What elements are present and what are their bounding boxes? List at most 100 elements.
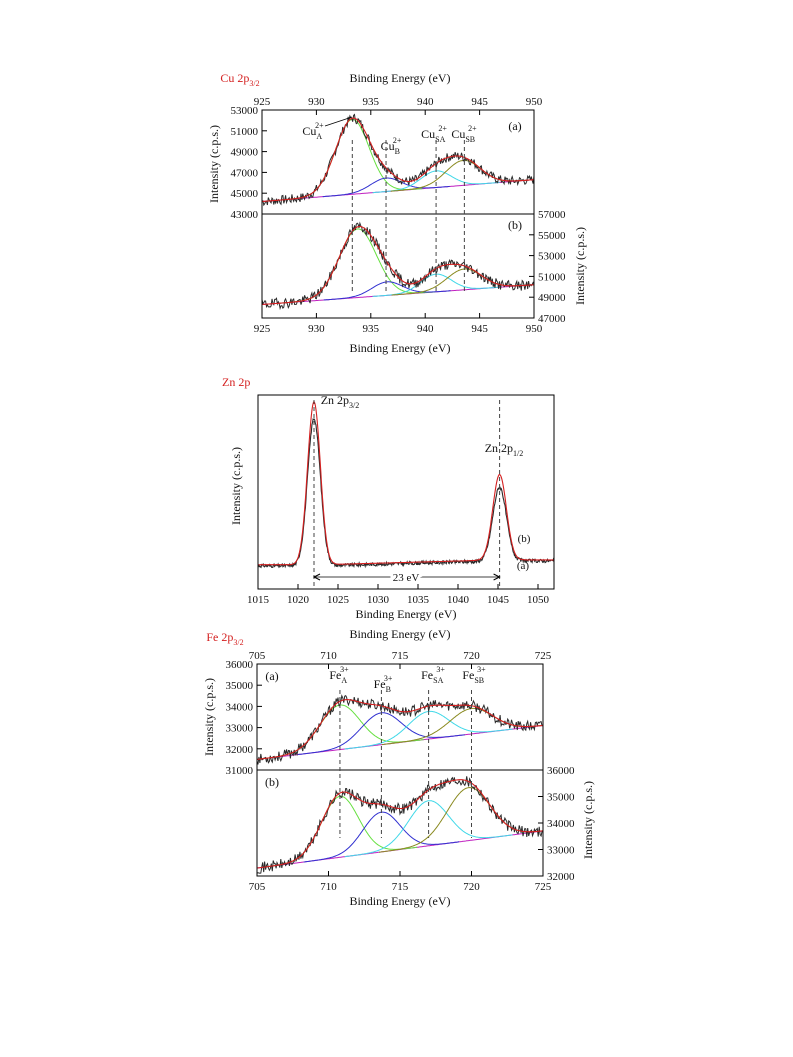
cu-a-ytick-label: 53000 bbox=[231, 105, 259, 117]
cu-label-SA: CuSA 2+ bbox=[421, 124, 447, 144]
fe-a-ytick-label: 32000 bbox=[226, 744, 254, 756]
cu-panel-title-base: Cu 2p bbox=[220, 71, 249, 85]
cu-label-B-sub: B bbox=[395, 147, 400, 156]
fe-top-xtick-label: 720 bbox=[463, 650, 480, 662]
fe-panel-title-sub: 3/2 bbox=[233, 638, 243, 647]
fe-label-SB-sup: 3+ bbox=[477, 665, 486, 674]
fe-top-xtick-label: 715 bbox=[392, 650, 409, 662]
fe-b-ytick-label: 34000 bbox=[547, 818, 575, 830]
fe-a-ytick-label: 36000 bbox=[226, 659, 254, 671]
cu-top-xtick-label: 950 bbox=[526, 96, 543, 108]
fe-bottom-xtick-label: 705 bbox=[249, 881, 266, 893]
cu-a-peak-CuB2+ bbox=[322, 177, 450, 198]
cu-label-SB-sub: SB bbox=[465, 135, 475, 144]
zn-xtick-label: 1035 bbox=[407, 594, 430, 606]
cu-top-xtick-label: 940 bbox=[417, 96, 434, 108]
fe-b-ytick-label: 33000 bbox=[547, 845, 575, 857]
fe-b-ytick-label: 32000 bbox=[547, 871, 575, 883]
fe-ylabel-right: Intensity (c.p.s.) bbox=[581, 781, 595, 859]
cu-ylabel-right: Intensity (c.p.s.) bbox=[573, 227, 587, 305]
fe-a-fit-envelope bbox=[256, 699, 544, 760]
cu-2p-panel: Cu 2p3/2 Binding Energy (eV) Binding Energ… bbox=[207, 71, 587, 355]
zn-series-b bbox=[258, 401, 554, 566]
cu-bottom-xtick-label: 950 bbox=[526, 323, 543, 335]
cu-bottom-xtick-label: 930 bbox=[308, 323, 325, 335]
cu-label-B-sup: 2+ bbox=[393, 136, 402, 145]
fe-label-SA: FeSA 3+ bbox=[421, 665, 445, 685]
zn-2p-panel: Zn 2p Binding Energy (eV) Intensity (c.p.s… bbox=[222, 375, 555, 621]
cu-label-A: CuA 2+ bbox=[302, 121, 324, 141]
fe-label-A-sub: A bbox=[341, 676, 347, 685]
fe-top-xlabel: Binding Energy (eV) bbox=[349, 627, 450, 641]
cu-b-ytick-label: 47000 bbox=[538, 313, 566, 325]
cu-a-ytick-label: 51000 bbox=[231, 126, 259, 138]
fe-label-SB: FeSB 3+ bbox=[462, 665, 486, 685]
cu-b-raw-data bbox=[261, 221, 535, 311]
cu-label-SA-sup: 2+ bbox=[438, 124, 447, 133]
cu-label-SB-base: Cu bbox=[451, 127, 465, 141]
zn-xtick-label: 1020 bbox=[287, 594, 310, 606]
cu-b-peak-CuA2+ bbox=[280, 228, 436, 304]
zn-splitting-label: 23 eV bbox=[393, 572, 420, 584]
fe-label-B: FeB 3+ bbox=[374, 674, 393, 694]
cu-b-tag: (b) bbox=[508, 218, 522, 232]
cu-b-ytick-label: 49000 bbox=[538, 292, 566, 304]
cu-bottom-xlabel: Binding Energy (eV) bbox=[349, 341, 450, 355]
zn-tag-b: (b) bbox=[518, 533, 531, 545]
fe-a-raw-data bbox=[256, 694, 544, 765]
fe-b-ytick-label: 36000 bbox=[547, 765, 575, 777]
zn-arrow-head-right bbox=[493, 573, 501, 581]
cu-bottom-xtick-label: 940 bbox=[417, 323, 434, 335]
fe-bottom-xtick-label: 710 bbox=[320, 881, 337, 893]
zn-label-2p12: Zn 2p1/2 bbox=[485, 441, 524, 458]
fe-a-ytick-label: 33000 bbox=[226, 723, 254, 735]
cu-a-ytick-label: 47000 bbox=[231, 167, 259, 179]
fe-a-ytick-label: 35000 bbox=[226, 680, 254, 692]
fe-2p-panel: Fe 2p3/2 Binding Energy (eV) Binding Energ… bbox=[202, 627, 595, 908]
cu-a-fit-envelope bbox=[261, 117, 534, 203]
zn-label-2p12-sub: 1/2 bbox=[513, 449, 523, 458]
zn-panel-title: Zn 2p bbox=[222, 375, 250, 389]
fe-label-A-base: Fe bbox=[329, 668, 341, 682]
cu-b-ytick-label: 57000 bbox=[538, 209, 566, 221]
fe-a-peak-FeSA3+ bbox=[344, 710, 513, 750]
fe-label-B-base: Fe bbox=[374, 677, 386, 691]
cu-ylabel-left: Intensity (c.p.s.) bbox=[207, 125, 221, 203]
cu-label-B: CuB 2+ bbox=[381, 136, 402, 156]
cu-bottom-xtick-label: 935 bbox=[363, 323, 380, 335]
fe-top-xtick-label: 725 bbox=[535, 650, 552, 662]
fe-ylabel-left: Intensity (c.p.s.) bbox=[202, 678, 216, 756]
fe-label-SB-base: Fe bbox=[462, 668, 474, 682]
zn-xtick-label: 1040 bbox=[447, 594, 470, 606]
cu-label-SB-sup: 2+ bbox=[468, 124, 477, 133]
fe-label-A-sup: 3+ bbox=[340, 665, 349, 674]
zn-xtick-label: 1015 bbox=[247, 594, 270, 606]
cu-panel-title: Cu 2p3/2 bbox=[220, 71, 259, 88]
cu-top-xtick-label: 930 bbox=[308, 96, 325, 108]
cu-b-ytick-label: 51000 bbox=[538, 271, 566, 283]
cu-a-ytick-label: 43000 bbox=[231, 209, 259, 221]
fe-a-tag: (a) bbox=[265, 669, 278, 683]
fe-panel-title-base: Fe 2p bbox=[206, 630, 233, 644]
cu-label-A-sub: A bbox=[316, 132, 322, 141]
cu-top-xlabel: Binding Energy (eV) bbox=[349, 71, 450, 85]
zn-xtick-label: 1025 bbox=[327, 594, 350, 606]
fe-b-peak-FeSA3+ bbox=[344, 800, 513, 858]
cu-a-raw-data bbox=[261, 113, 535, 207]
cu-label-A-arrow bbox=[324, 116, 353, 127]
fe-a-ytick-label: 34000 bbox=[226, 701, 254, 713]
zn-xlabel: Binding Energy (eV) bbox=[355, 607, 456, 621]
cu-a-ytick-label: 45000 bbox=[231, 188, 259, 200]
fe-label-B-sup: 3+ bbox=[384, 674, 393, 683]
cu-a-ytick-label: 49000 bbox=[231, 147, 259, 159]
fe-b-ytick-label: 35000 bbox=[547, 792, 575, 804]
cu-b-frame bbox=[261, 213, 535, 319]
cu-label-A-sup: 2+ bbox=[315, 121, 324, 130]
fe-bottom-xtick-label: 715 bbox=[392, 881, 409, 893]
fe-b-tag: (b) bbox=[265, 775, 279, 789]
zn-label-2p12-base: Zn 2p bbox=[485, 441, 513, 455]
zn-label-2p32-sub: 3/2 bbox=[349, 401, 359, 410]
fe-bottom-xtick-label: 720 bbox=[463, 881, 480, 893]
fe-bottom-xtick-label: 725 bbox=[535, 881, 552, 893]
